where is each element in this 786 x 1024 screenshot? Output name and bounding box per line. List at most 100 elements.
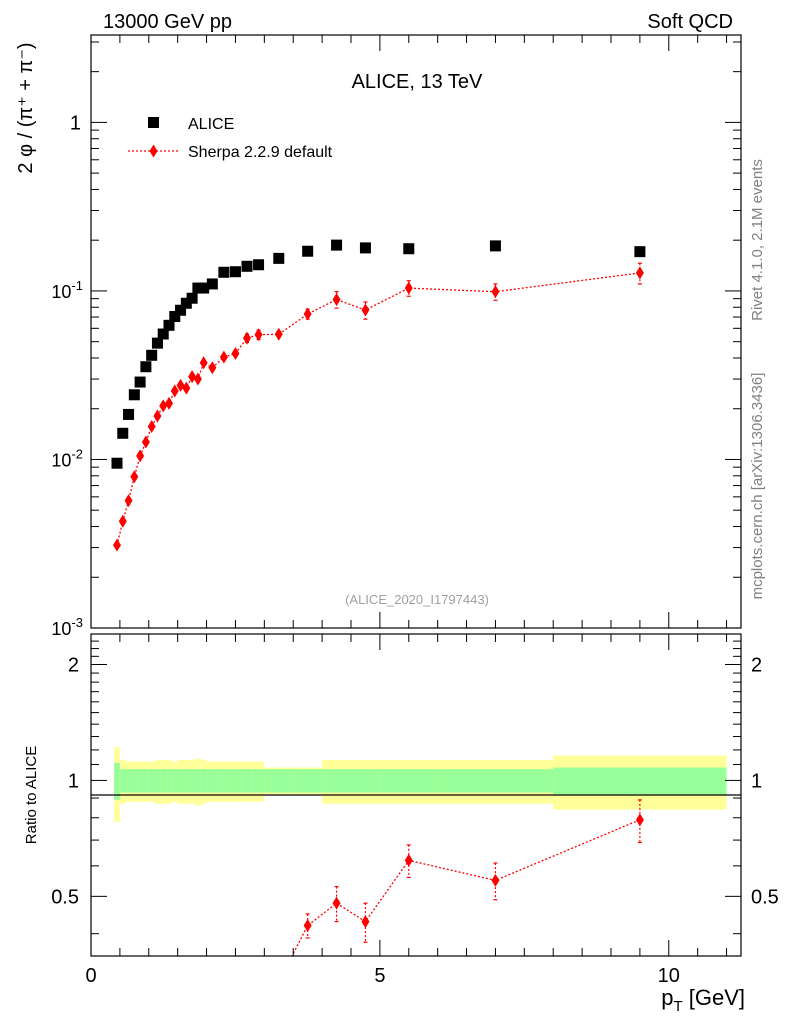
sherpa-point bbox=[188, 370, 197, 384]
main-ytick-label: 10-2 bbox=[51, 446, 83, 470]
ratio-band-inner bbox=[183, 769, 190, 793]
ratio-ytick-label: 1 bbox=[68, 770, 79, 792]
alice-point bbox=[218, 266, 230, 278]
ratio-band-inner bbox=[553, 767, 727, 795]
alice-point bbox=[253, 259, 265, 271]
alice-point bbox=[489, 240, 501, 252]
ratio-band-inner bbox=[351, 769, 380, 793]
sherpa-point bbox=[254, 328, 263, 342]
main-subtitle: (ALICE_2020_I1797443) bbox=[345, 592, 489, 607]
alice-point bbox=[163, 319, 175, 331]
alice-point bbox=[186, 292, 198, 304]
alice-point bbox=[175, 304, 187, 316]
ratio-band-inner bbox=[252, 769, 265, 793]
main-title: ALICE, 13 TeV bbox=[352, 71, 483, 93]
alice-point bbox=[180, 297, 192, 309]
ratio-sherpa-point bbox=[361, 915, 370, 929]
main-ytick-label: 1 bbox=[70, 112, 81, 134]
ratio-xtick-label: 5 bbox=[374, 965, 385, 987]
ratio-band-inner bbox=[154, 769, 161, 793]
main-panel: 10-3 10-2 10-1 1 ALICE, 13 TeV (ALICE_2020_… bbox=[15, 34, 742, 639]
sherpa-point bbox=[136, 449, 145, 463]
alice-point bbox=[331, 239, 343, 251]
sherpa-point bbox=[332, 292, 341, 306]
main-frame bbox=[90, 34, 742, 629]
sherpa-point bbox=[147, 419, 156, 433]
legend-alice-label: ALICE bbox=[188, 116, 234, 133]
header-left: 13000 GeV pp bbox=[103, 11, 232, 33]
ratio-band-inner bbox=[322, 769, 351, 793]
alice-point bbox=[134, 376, 146, 388]
alice-point bbox=[146, 349, 158, 361]
sherpa-point bbox=[113, 538, 121, 552]
alice-point bbox=[206, 278, 218, 290]
ratio-ylabel: Ratio to ALICE bbox=[23, 746, 40, 844]
ratio-band-inner bbox=[160, 769, 167, 793]
sherpa-point bbox=[193, 372, 202, 386]
alice-point bbox=[169, 311, 181, 323]
ratio-band-inner bbox=[177, 769, 184, 793]
ratio-band-inner bbox=[241, 769, 253, 793]
ratio-band-inner bbox=[293, 769, 323, 793]
alice-point bbox=[241, 260, 253, 272]
alice-point bbox=[229, 266, 241, 278]
sherpa-point bbox=[176, 378, 185, 392]
alice-point bbox=[359, 242, 371, 254]
ratio-band-inner bbox=[125, 769, 132, 793]
alice-point bbox=[123, 408, 135, 420]
legend-sherpa-label: Sherpa 2.2.9 default bbox=[188, 144, 333, 161]
legend-sherpa-marker bbox=[149, 144, 158, 158]
alice-point bbox=[273, 252, 285, 264]
ratio-band-inner bbox=[171, 769, 178, 793]
sherpa-point bbox=[219, 350, 228, 364]
sherpa-line bbox=[116, 272, 640, 546]
ratio-band-inner bbox=[195, 769, 201, 793]
sherpa-point bbox=[182, 381, 191, 395]
ratio-panel: 0.5 0.5 1 1 2 2 0 5 10 Ratio to ALICE pT [GeV] bbox=[23, 633, 779, 1015]
ratio-band-inner bbox=[218, 769, 230, 793]
legend: ALICE Sherpa 2.2.9 default bbox=[128, 116, 333, 161]
ratio-band-inner bbox=[166, 769, 172, 793]
ratio-band-inner bbox=[200, 769, 207, 793]
ratio-ytick-label: 0.5 bbox=[51, 886, 79, 908]
alice-point bbox=[198, 282, 210, 294]
alice-point bbox=[157, 328, 169, 340]
ratio-sherpa-line bbox=[291, 819, 641, 956]
alice-point bbox=[111, 457, 123, 469]
sherpa-point bbox=[153, 409, 162, 423]
alice-point bbox=[140, 361, 152, 373]
mcplots-label: mcplots.cern.ch [arXiv:1306.3436] bbox=[749, 373, 766, 600]
ratio-band-inner bbox=[379, 769, 438, 793]
ratio-ytick-label: 2 bbox=[68, 654, 79, 676]
main-ytick-label: 10-3 bbox=[51, 615, 83, 639]
sherpa-point bbox=[635, 266, 644, 280]
sherpa-point bbox=[170, 384, 179, 398]
alice-point bbox=[192, 282, 204, 294]
ratio-sherpa-point bbox=[404, 853, 413, 867]
ratio-sherpa-point bbox=[303, 919, 312, 933]
alice-point bbox=[151, 337, 163, 349]
rivet-label: Rivet 4.1.0, 2.1M events bbox=[749, 159, 766, 321]
alice-point bbox=[403, 243, 415, 255]
ratio-band-inner bbox=[264, 769, 294, 793]
sherpa-point bbox=[199, 356, 208, 370]
sherpa-point bbox=[274, 327, 283, 341]
ratio-frame bbox=[90, 633, 742, 957]
sherpa-point bbox=[124, 494, 133, 508]
ratio-xtick-label: 0 bbox=[85, 965, 96, 987]
alice-point bbox=[302, 245, 314, 257]
ratio-band-inner bbox=[229, 769, 242, 793]
ratio-band-inner bbox=[137, 769, 143, 793]
ratio-sherpa-point bbox=[491, 873, 500, 887]
ratio-xtick-label: 10 bbox=[658, 965, 680, 987]
x-axis-label: pT [GeV] bbox=[661, 985, 745, 1015]
ratio-band-inner bbox=[148, 769, 155, 793]
sherpa-point bbox=[165, 396, 173, 410]
legend-alice-marker bbox=[148, 117, 159, 128]
ratio-band-inner bbox=[437, 769, 554, 793]
sherpa-point bbox=[231, 347, 240, 361]
sherpa-point bbox=[118, 514, 127, 528]
alice-point bbox=[117, 427, 129, 439]
ratio-band-inner bbox=[131, 769, 138, 793]
